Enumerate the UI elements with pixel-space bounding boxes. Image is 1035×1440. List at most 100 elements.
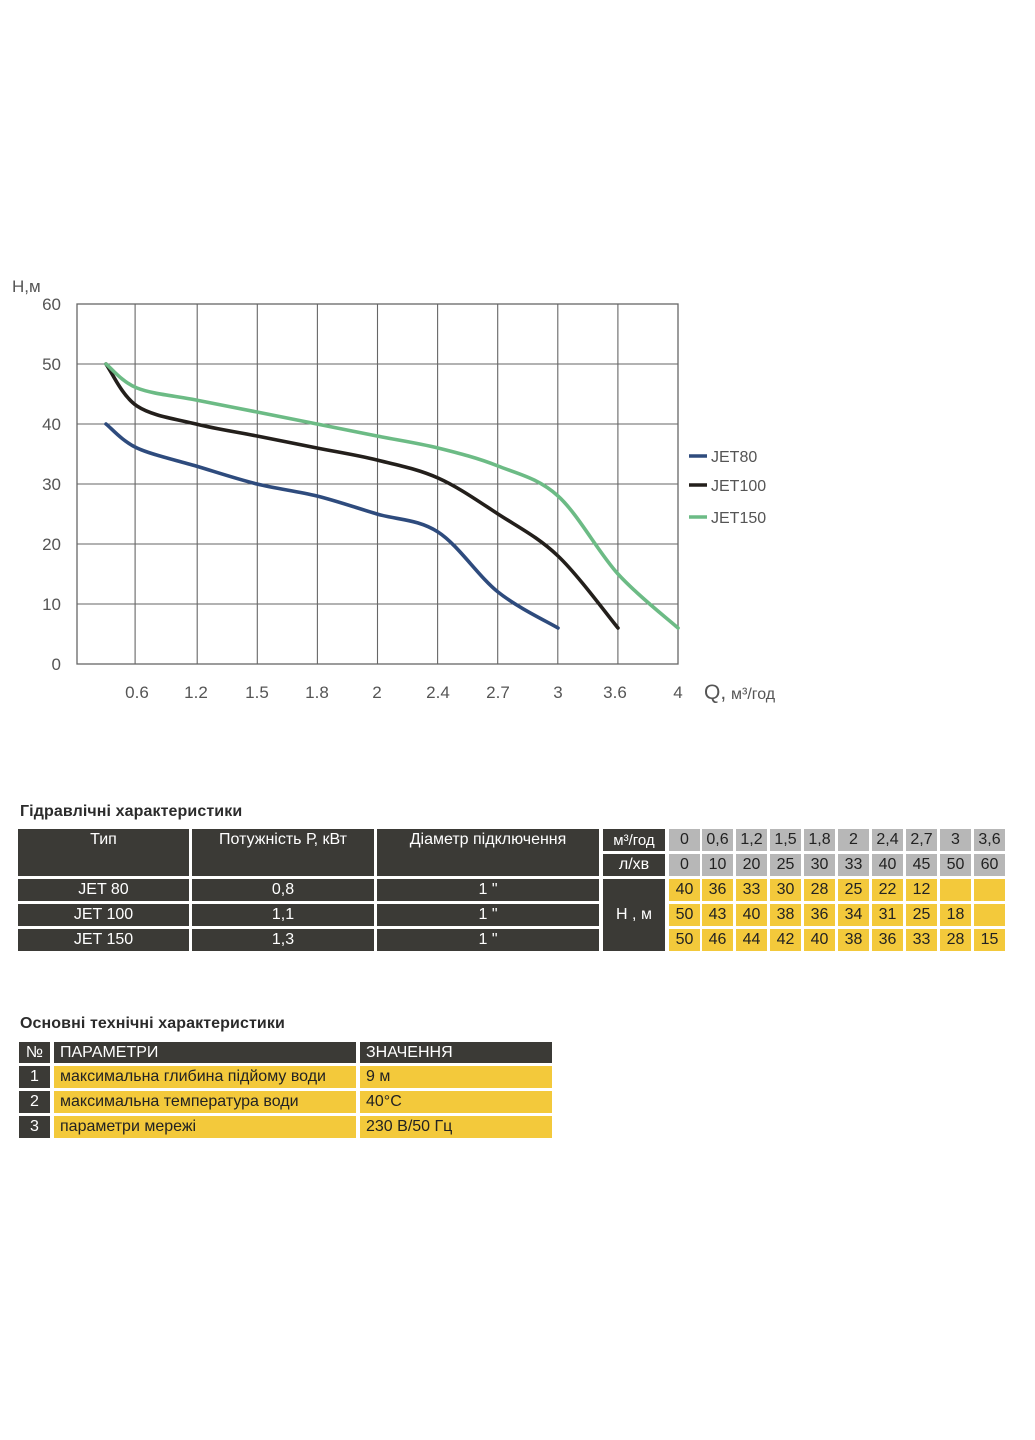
series-line-jet80 <box>104 422 560 630</box>
head-cell: 40 <box>804 929 835 951</box>
spec-row-param: максимальна глибина підйому води <box>54 1066 356 1088</box>
spec-row-num: 1 <box>19 1066 50 1088</box>
pump-performance-chart: 0 10 20 30 40 50 60 0.6 1.2 1.5 1.8 2 2.4 2.7 3 3.6 4 Н,м… <box>12 277 776 704</box>
spec-row-param: максимальна температура води <box>54 1091 356 1113</box>
y-tick-label: 60 <box>42 295 61 314</box>
series-line-jet100 <box>104 362 620 630</box>
y-tick-label: 30 <box>42 475 61 494</box>
row-power: 1,1 <box>192 904 374 926</box>
header-power: Потужність Р, кВт <box>192 829 374 876</box>
head-cell: 38 <box>770 904 801 926</box>
row-power: 0,8 <box>192 879 374 901</box>
flow-m3-cell: 1,8 <box>804 829 835 851</box>
y-tick-label: 0 <box>52 655 61 674</box>
head-cell: 50 <box>669 904 700 926</box>
spec-row-value: 230 В/50 Гц <box>360 1116 552 1138</box>
x-tick-label: 2.4 <box>426 683 450 702</box>
head-cell <box>974 904 1005 926</box>
x-tick-label: 2.7 <box>486 683 510 702</box>
spec-header-param: ПАРАМЕТРИ <box>54 1042 356 1063</box>
row-diameter: 1 " <box>377 879 599 901</box>
flow-lpm-cell: 33 <box>838 854 869 876</box>
flow-lpm-cell: 30 <box>804 854 835 876</box>
x-tick-label: 3 <box>553 683 562 702</box>
flow-lpm-cell: 0 <box>669 854 700 876</box>
chart-axes: 0 10 20 30 40 50 60 0.6 1.2 1.5 1.8 2 2.4 2.7 3 3.6 4 Н,м… <box>12 277 776 704</box>
spec-row-num: 2 <box>19 1091 50 1113</box>
head-cell: 36 <box>702 879 733 901</box>
row-power: 1,3 <box>192 929 374 951</box>
x-tick-label: 1.8 <box>305 683 329 702</box>
y-tick-label: 10 <box>42 595 61 614</box>
head-label: Н , м <box>603 879 665 951</box>
y-tick-label: 50 <box>42 355 61 374</box>
flow-lpm-cell: 10 <box>702 854 733 876</box>
flow-m3-cell: 1,2 <box>736 829 767 851</box>
legend-label-jet100: JET100 <box>711 478 766 495</box>
y-tick-label: 20 <box>42 535 61 554</box>
row-type: JET 150 <box>18 929 189 951</box>
head-cell <box>940 879 971 901</box>
head-cell: 25 <box>838 879 869 901</box>
head-cell: 30 <box>770 879 801 901</box>
spec-header-value: ЗНАЧЕННЯ <box>360 1042 552 1063</box>
x-tick-label: 2 <box>372 683 381 702</box>
head-cell: 34 <box>838 904 869 926</box>
x-tick-label: 1.5 <box>245 683 269 702</box>
spec-row-num: 3 <box>19 1116 50 1138</box>
spec-row-value: 40°С <box>360 1091 552 1113</box>
header-type: Тип <box>18 829 189 876</box>
row-type: JET 100 <box>18 904 189 926</box>
x-axis-label-q: Q, <box>704 681 726 704</box>
header-diameter: Діаметр підключення <box>377 829 599 876</box>
flow-m3-cell: 0,6 <box>702 829 733 851</box>
flow-m3-cell: 2,7 <box>906 829 937 851</box>
chart-curves <box>104 362 680 630</box>
flow-lpm-cell: 60 <box>974 854 1005 876</box>
head-cell: 44 <box>736 929 767 951</box>
row-diameter: 1 " <box>377 904 599 926</box>
flow-m3-cell: 3 <box>940 829 971 851</box>
x-tick-label: 1.2 <box>184 683 208 702</box>
head-cell: 25 <box>906 904 937 926</box>
head-cell: 42 <box>770 929 801 951</box>
x-tick-label: 4 <box>673 683 682 702</box>
x-axis-label-unit: м³/год <box>731 686 776 703</box>
chart-grid <box>76 303 679 665</box>
y-tick-label: 40 <box>42 415 61 434</box>
head-cell: 36 <box>804 904 835 926</box>
flow-lpm-cell: 45 <box>906 854 937 876</box>
x-tick-label: 3.6 <box>603 683 627 702</box>
head-cell <box>974 879 1005 901</box>
specs-title: Основні технічні характеристики <box>20 1015 285 1032</box>
legend-label-jet80: JET80 <box>711 449 757 466</box>
head-cell: 50 <box>669 929 700 951</box>
flow-m3-cell: 3,6 <box>974 829 1005 851</box>
hydraulic-title: Гідравлічні характеристики <box>20 803 243 820</box>
flow-unit-m3: м³/год <box>603 829 665 851</box>
head-cell: 40 <box>736 904 767 926</box>
row-diameter: 1 " <box>377 929 599 951</box>
head-cell: 31 <box>872 904 903 926</box>
flow-m3-cell: 2,4 <box>872 829 903 851</box>
head-cell: 40 <box>669 879 700 901</box>
x-tick-label: 0.6 <box>125 683 149 702</box>
spec-header-num: № <box>19 1042 50 1063</box>
head-cell: 22 <box>872 879 903 901</box>
head-cell: 18 <box>940 904 971 926</box>
flow-m3-cell: 0 <box>669 829 700 851</box>
flow-lpm-cell: 40 <box>872 854 903 876</box>
head-cell: 36 <box>872 929 903 951</box>
flow-m3-cell: 2 <box>838 829 869 851</box>
row-type: JET 80 <box>18 879 189 901</box>
series-line-jet150 <box>104 362 680 630</box>
head-cell: 46 <box>702 929 733 951</box>
flow-m3-cell: 1,5 <box>770 829 801 851</box>
head-cell: 33 <box>736 879 767 901</box>
flow-unit-lpm: л/хв <box>603 854 665 876</box>
head-cell: 28 <box>940 929 971 951</box>
spec-row-param: параметри мережі <box>54 1116 356 1138</box>
legend-label-jet150: JET150 <box>711 510 766 527</box>
flow-lpm-cell: 50 <box>940 854 971 876</box>
chart-legend: JET80 JET100 JET150 <box>689 449 766 527</box>
